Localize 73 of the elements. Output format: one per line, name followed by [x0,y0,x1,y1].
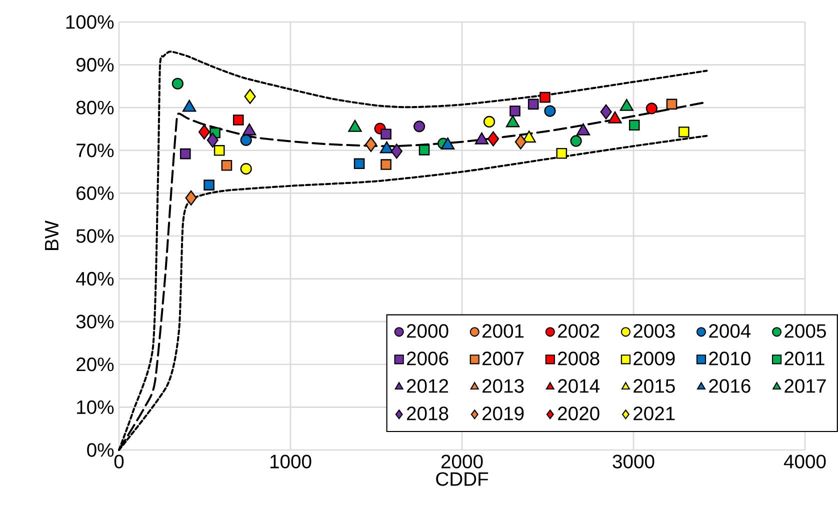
y-tick-label: 90% [76,58,114,72]
point [414,120,426,132]
legend-label: 2010 [709,352,750,366]
point [240,134,252,146]
point [380,128,392,140]
legend-label: 2020 [558,406,600,420]
point [240,162,252,175]
point [556,148,568,159]
legend-label: 2007 [482,352,524,366]
y-tick-label: 10% [77,400,114,414]
point [204,180,214,190]
legend-label: 2012 [406,379,448,393]
y-tick-label: 70% [76,144,114,158]
point [514,134,526,150]
legend-label: 2000 [406,324,448,338]
point [510,106,520,116]
y-tick-label: 80% [76,100,114,114]
point [198,124,210,140]
point [185,190,197,206]
point [418,144,430,156]
point [221,160,232,171]
y-tick-label: 0% [87,443,114,457]
point [206,132,218,148]
point [544,105,556,117]
legend-label: 2013 [482,379,524,393]
point [483,116,496,128]
legend-label: 2003 [634,324,675,338]
y-axis-title: BW [45,220,58,250]
point [487,131,500,146]
legend-label: 2016 [709,379,750,393]
point [628,120,640,131]
x-tick-label: 0 [114,454,124,468]
legend-label: 2014 [558,379,600,393]
y-tick-label: 100% [66,15,114,29]
legend-label: 2011 [784,352,824,366]
legend-label: 2008 [558,352,600,366]
legend-label: 2004 [709,324,751,338]
point [570,135,582,147]
legend-label: 2017 [784,379,826,393]
point [528,98,539,110]
x-tick-label: 1000 [270,454,312,468]
x-tick-label: 4000 [784,454,826,468]
point [172,78,184,90]
point [244,88,256,104]
point [646,102,658,114]
legend-label: 2015 [634,379,675,393]
point [214,144,225,156]
legend-label: 2002 [558,324,600,338]
point [365,136,377,152]
y-tick-label: 60% [76,186,114,200]
point [540,92,550,103]
y-tick-label: 50% [76,229,114,243]
y-tick-label: 20% [76,358,114,372]
legend-label: 2021 [634,406,675,420]
y-tick-label: 40% [76,272,114,286]
x-tick-label: 3000 [612,454,654,468]
point [666,98,678,110]
point [232,114,244,126]
legend-label: 2006 [406,352,448,366]
legend-label: 2001 [482,324,524,338]
legend-label: 2018 [406,406,448,420]
point [390,144,402,159]
point [678,126,690,138]
y-tick-label: 30% [76,314,114,328]
legend-label: 2005 [784,324,826,338]
x-tick-label: 2000 [441,454,483,468]
point [354,158,365,170]
legend-label: 2009 [634,352,675,366]
legend-label: 2019 [482,406,524,420]
point [380,159,392,170]
point [180,148,191,160]
x-axis-title: CDDF [436,472,488,486]
point [600,104,612,120]
